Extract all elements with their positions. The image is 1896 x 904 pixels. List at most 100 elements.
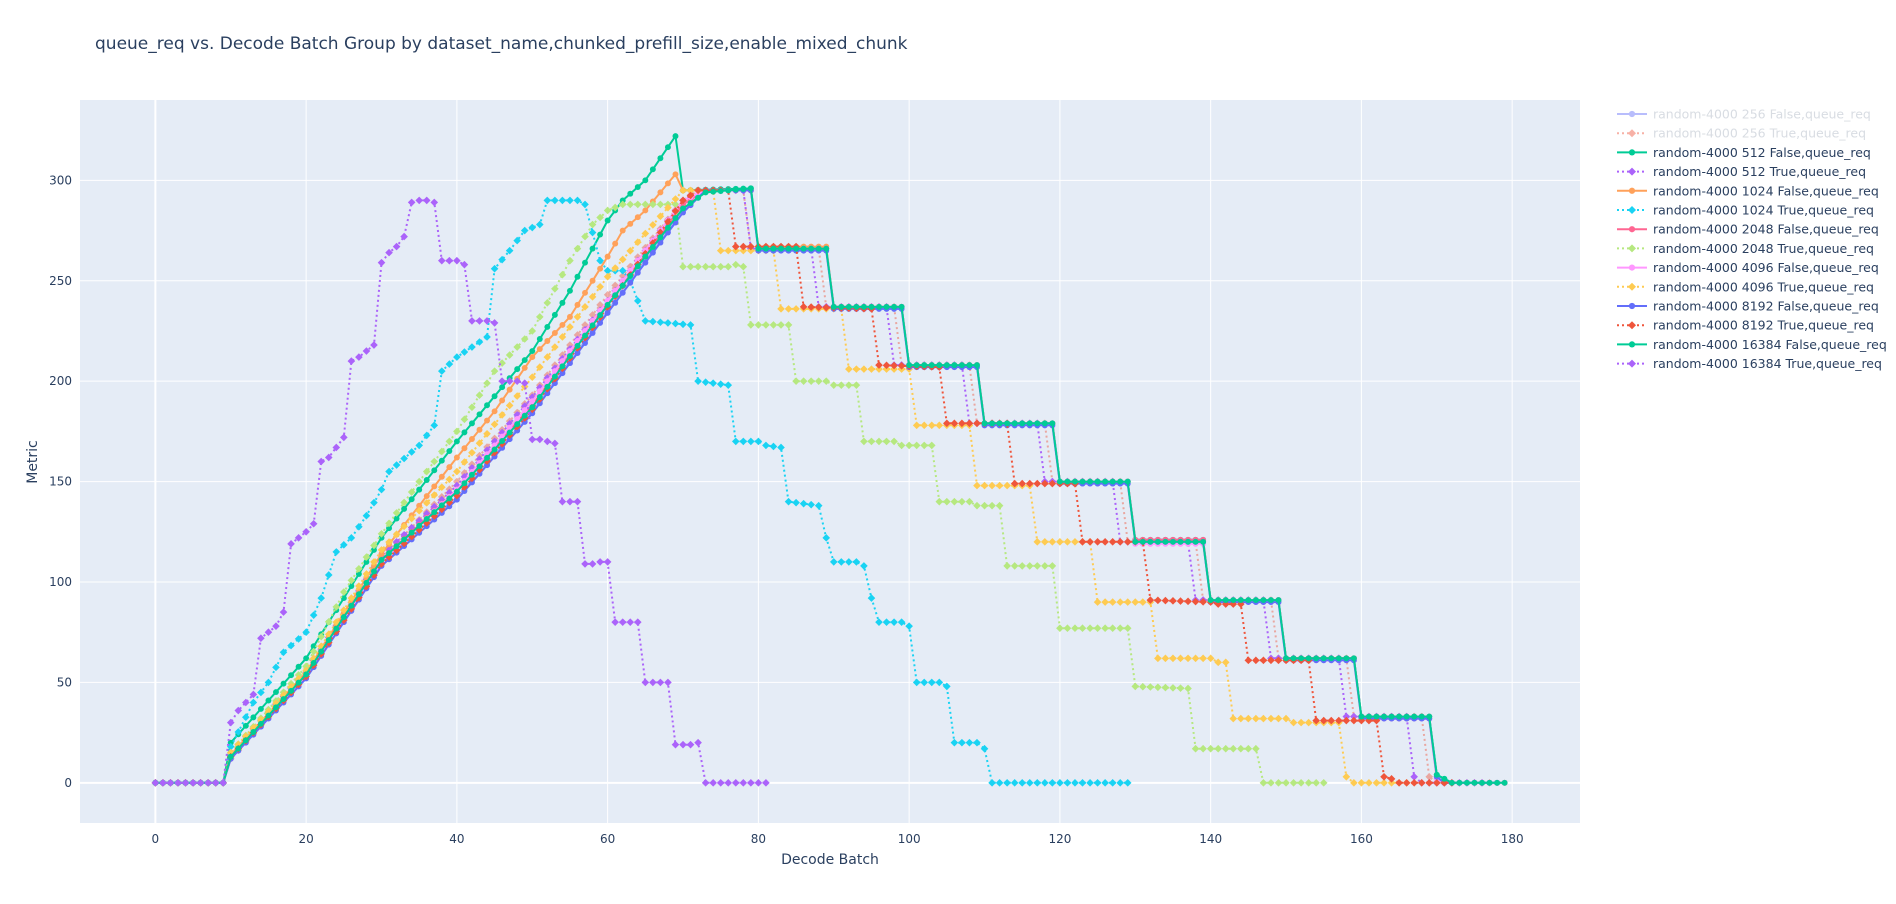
data-point	[740, 186, 747, 193]
data-point	[521, 407, 528, 414]
data-point	[1206, 654, 1215, 663]
data-point	[1373, 713, 1380, 720]
data-point	[234, 728, 243, 736]
data-point	[1146, 683, 1155, 691]
data-point	[1628, 302, 1636, 310]
data-point	[1184, 654, 1192, 663]
data-point	[1025, 779, 1034, 787]
data-point	[535, 220, 544, 229]
data-point	[1222, 597, 1229, 604]
legend-item[interactable]: random-4000 256 True,queue_req	[1617, 126, 1866, 141]
data-point	[1109, 478, 1116, 485]
data-point	[921, 362, 928, 369]
data-point	[340, 616, 348, 624]
legend-item[interactable]: random-4000 16384 True,queue_req	[1617, 356, 1882, 371]
data-point	[679, 262, 687, 271]
data-point	[995, 501, 1004, 510]
data-point	[280, 696, 287, 703]
data-point	[535, 363, 544, 371]
data-point	[958, 362, 965, 369]
data-point	[891, 303, 898, 310]
data-point	[446, 495, 453, 502]
data-point	[265, 697, 272, 704]
data-point	[793, 245, 800, 252]
data-point	[528, 435, 537, 444]
legend-item[interactable]: random-4000 512 False,queue_req	[1617, 145, 1871, 160]
data-point	[544, 378, 551, 385]
legend-label: random-4000 16384 False,queue_req	[1653, 337, 1887, 352]
data-point	[234, 706, 243, 715]
legend-label: random-4000 16384 True,queue_req	[1653, 356, 1882, 371]
data-point	[1161, 683, 1170, 692]
data-point	[431, 467, 438, 474]
data-point	[777, 321, 785, 329]
data-point	[1628, 321, 1636, 330]
data-point	[965, 419, 974, 428]
data-point	[1041, 779, 1049, 787]
data-point	[483, 429, 491, 438]
data-point	[1071, 538, 1079, 546]
data-point	[860, 365, 868, 373]
data-point	[777, 443, 785, 452]
legend-item[interactable]: random-4000 512 True,queue_req	[1617, 164, 1866, 179]
data-point	[1479, 779, 1485, 786]
data-point	[634, 263, 641, 270]
data-point	[1018, 562, 1027, 570]
data-point	[694, 186, 702, 195]
data-point	[505, 401, 514, 410]
data-point	[514, 415, 521, 422]
data-point	[882, 437, 891, 446]
legend-item[interactable]: random-4000 8192 True,queue_req	[1617, 318, 1874, 333]
data-point	[1176, 654, 1185, 663]
data-point	[506, 429, 513, 436]
series-7	[151, 200, 1328, 787]
data-point	[1275, 597, 1282, 604]
data-point	[438, 367, 446, 375]
legend-item[interactable]: random-4000 2048 False,queue_req	[1617, 222, 1879, 237]
data-point	[582, 332, 588, 339]
data-point	[1342, 716, 1351, 725]
data-point	[731, 242, 740, 251]
data-point	[1628, 149, 1636, 156]
data-point	[687, 200, 694, 207]
legend[interactable]: random-4000 256 False,queue_req random-40…	[1617, 107, 1887, 372]
data-point	[943, 419, 951, 428]
data-point	[535, 435, 544, 444]
data-point	[943, 497, 951, 506]
data-point	[287, 540, 295, 548]
data-point	[535, 313, 544, 321]
legend-item[interactable]: random-4000 2048 True,queue_req	[1617, 241, 1874, 256]
data-point	[679, 186, 687, 195]
data-point	[1146, 596, 1155, 604]
data-point	[1101, 779, 1109, 787]
data-point	[815, 245, 822, 252]
data-point	[1274, 779, 1283, 787]
data-point	[498, 359, 506, 367]
data-point	[1162, 538, 1169, 545]
data-point	[694, 262, 702, 271]
legend-item[interactable]: random-4000 16384 False,queue_req	[1617, 337, 1887, 352]
data-point	[808, 245, 815, 252]
legend-item[interactable]: random-4000 1024 False,queue_req	[1617, 183, 1879, 198]
legend-item[interactable]: random-4000 256 False,queue_req	[1617, 107, 1871, 122]
data-point	[950, 497, 959, 506]
legend-item[interactable]: random-4000 8192 False,queue_req	[1617, 299, 1879, 314]
legend-item[interactable]: random-4000 4096 False,queue_req	[1617, 260, 1879, 275]
data-point	[536, 346, 543, 352]
data-point	[416, 522, 423, 529]
legend-item[interactable]: random-4000 4096 True,queue_req	[1617, 279, 1874, 294]
data-point	[490, 437, 499, 446]
data-point	[588, 560, 597, 568]
data-point	[476, 470, 483, 477]
data-point	[657, 234, 664, 241]
data-point	[649, 678, 657, 687]
legend-label: random-4000 1024 False,queue_req	[1653, 183, 1879, 198]
data-point	[1094, 478, 1101, 485]
data-point	[401, 505, 408, 512]
data-point	[513, 411, 521, 419]
data-point	[1048, 538, 1057, 546]
legend-item[interactable]: random-4000 1024 True,queue_req	[1617, 203, 1874, 218]
data-point	[588, 220, 597, 229]
data-point	[988, 501, 996, 510]
data-point	[664, 224, 671, 231]
